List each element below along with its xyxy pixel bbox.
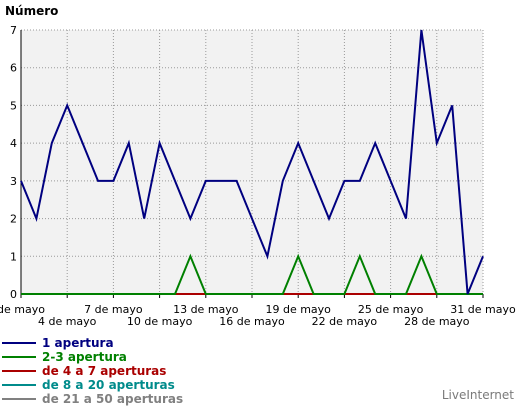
legend: 1 apertura 2-3 apertura de 4 a 7 apertur…	[2, 336, 242, 406]
x-tick-label: 4 de mayo	[38, 315, 97, 328]
y-tick-label: 4	[10, 137, 17, 150]
legend-label: 1 apertura	[42, 336, 114, 350]
legend-label: de 8 a 20 aperturas	[42, 378, 175, 392]
x-tick-label: 31 de mayo	[450, 303, 516, 316]
y-axis-title: Número	[5, 4, 58, 18]
grid-lines	[20, 29, 484, 294]
y-tick-label: 1	[10, 250, 17, 263]
x-tick-label: 10 de mayo	[127, 315, 193, 328]
legend-item-1-apertura: 1 apertura	[2, 336, 242, 350]
x-tick-label: de mayo	[0, 303, 45, 316]
y-tick-label: 2	[10, 213, 17, 226]
series-line-1-apertura	[20, 29, 484, 295]
x-tick-label: 25 de mayo	[358, 303, 424, 316]
y-tick-label: 6	[10, 62, 17, 75]
legend-item-4-7-aperturas: de 4 a 7 aperturas	[2, 364, 242, 378]
legend-item-8-20-aperturas: de 8 a 20 aperturas	[2, 378, 242, 392]
x-tick-label: 7 de mayo	[84, 303, 143, 316]
y-tick-label: 5	[10, 99, 17, 112]
legend-swatch	[2, 384, 36, 386]
legend-item-21-50-aperturas: de 21 a 50 aperturas	[2, 392, 242, 406]
liveinternet-watermark: LiveInternet	[441, 388, 514, 402]
y-tick-label: 7	[10, 24, 17, 37]
legend-swatch	[2, 370, 36, 372]
legend-item-2-3-apertura: 2-3 apertura	[2, 350, 242, 364]
series-lines	[20, 29, 484, 295]
legend-label: 2-3 apertura	[42, 350, 127, 364]
x-tick-label: 19 de mayo	[265, 303, 331, 316]
legend-swatch	[2, 398, 36, 400]
legend-swatch	[2, 342, 36, 344]
y-tick-label: 3	[10, 175, 17, 188]
legend-label: de 4 a 7 aperturas	[42, 364, 167, 378]
x-tick-label: 28 de mayo	[404, 315, 470, 328]
x-tick-label: 13 de mayo	[173, 303, 239, 316]
legend-label: de 21 a 50 aperturas	[42, 392, 184, 406]
legend-swatch	[2, 356, 36, 358]
x-tick-label: 22 de mayo	[312, 315, 378, 328]
x-tick-label: 16 de mayo	[219, 315, 285, 328]
series-line-2-3-apertura	[21, 253, 483, 295]
y-tick-label: 0	[10, 288, 17, 301]
